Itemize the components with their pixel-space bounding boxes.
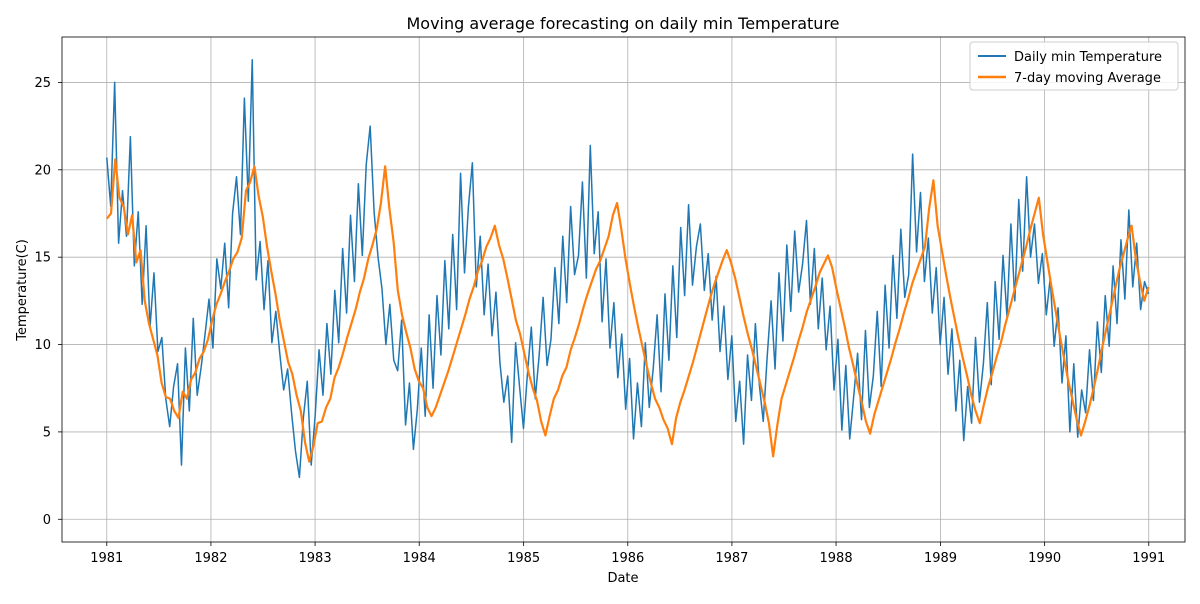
legend-label-moving-average: 7-day moving Average <box>1014 71 1161 86</box>
x-tick-label: 1989 <box>924 551 957 566</box>
legend-label-daily: Daily min Temperature <box>1014 50 1162 65</box>
tick-layer: 1981 1982 1983 1984 1985 1986 1987 1988 1989 1990… <box>34 76 1165 566</box>
x-tick-label: 1990 <box>1028 551 1061 566</box>
x-tick-label: 1986 <box>611 551 644 566</box>
x-tick-label: 1984 <box>403 551 436 566</box>
x-tick-label: 1982 <box>194 551 227 566</box>
y-axis-label: Temperature(C) <box>15 239 30 342</box>
chart-title: Moving average forecasting on daily min … <box>406 14 839 33</box>
y-tick-label: 0 <box>43 513 51 528</box>
x-tick-label: 1987 <box>715 551 748 566</box>
x-tick-label: 1983 <box>299 551 332 566</box>
x-tick-label: 1991 <box>1132 551 1165 566</box>
legend-box <box>969 41 1179 91</box>
y-tick-label: 10 <box>34 338 51 353</box>
series-line-daily-min-temperature <box>106 58 1150 479</box>
y-tick-label: 20 <box>34 163 51 178</box>
y-tick-label: 15 <box>34 251 51 266</box>
x-tick-label: 1981 <box>90 551 123 566</box>
y-tick-label: 25 <box>34 76 51 91</box>
y-tick-label: 5 <box>43 425 51 440</box>
x-axis-label: Date <box>607 571 638 586</box>
x-tick-label: 1985 <box>507 551 540 566</box>
series-line-7-day-moving-average <box>105 158 1150 463</box>
x-tick-label: 1988 <box>820 551 853 566</box>
plot-frame <box>61 36 1186 543</box>
legend: Daily min Temperature 7-day moving Avera… <box>969 41 1179 91</box>
series-layer <box>105 58 1150 479</box>
